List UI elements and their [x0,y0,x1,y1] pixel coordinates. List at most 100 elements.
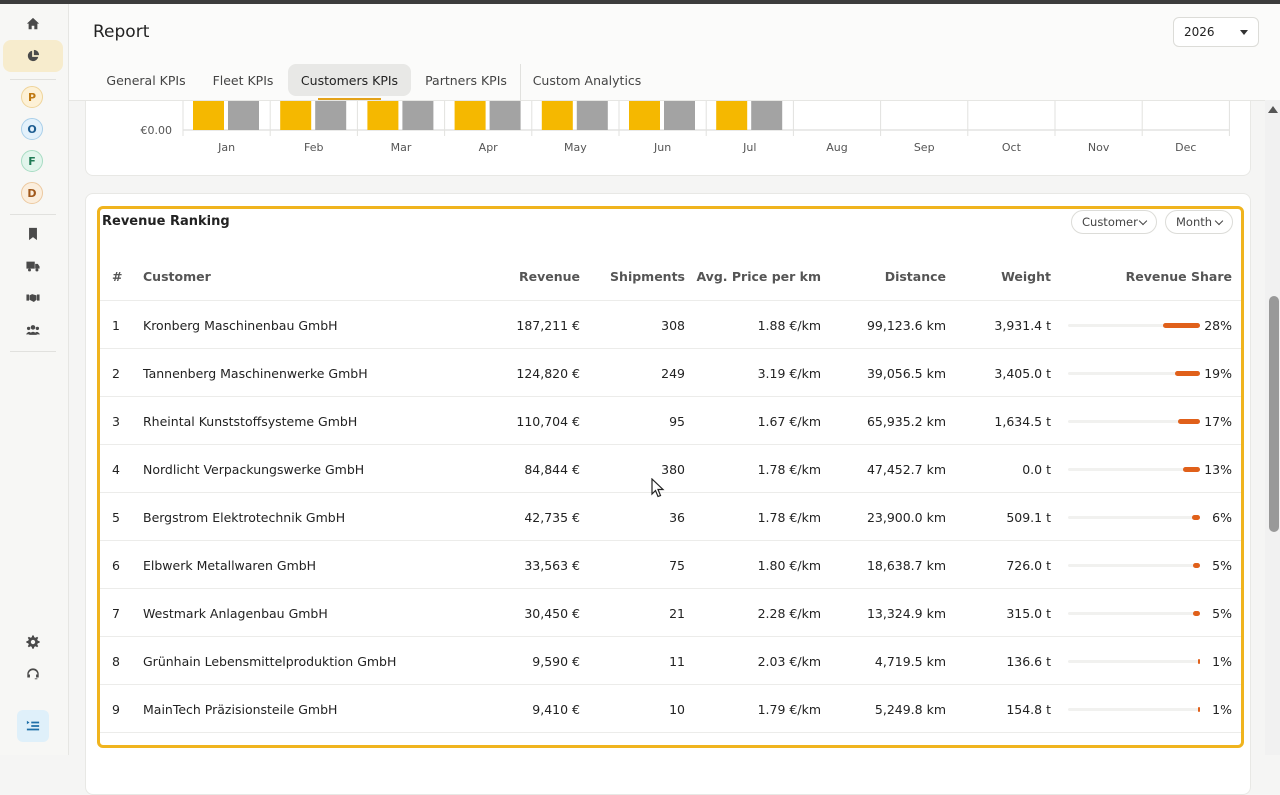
pie-chart-icon[interactable] [17,44,49,68]
chart-bar[interactable] [629,101,660,130]
chevron-down-icon [1138,216,1148,226]
bookmark-icon[interactable] [17,222,49,246]
handshake-icon[interactable] [17,286,49,310]
col-weight-header[interactable]: Weight [1001,268,1051,284]
chart-bar[interactable] [280,101,312,130]
revenue-share-bar [1068,515,1200,520]
table-header-row: # Customer Revenue Shipments Avg. Price … [100,252,1241,300]
table-row[interactable]: 6 Elbwerk Metallwaren GmbH 33,563 € 75 1.80 … [100,540,1241,589]
chart-bar[interactable] [489,101,521,130]
cell-revenue-share: 5% [1212,605,1232,621]
table-row[interactable]: 10 HanseForm Kunststofftechnik GmbH 7,275 … [100,732,1241,745]
sidebar-avatar-o[interactable]: O [21,118,43,140]
col-revenue-share-header[interactable]: Revenue Share [1125,268,1232,284]
cell-rank: 10 [112,733,128,745]
table-row[interactable]: 3 Rheintal Kunststoffsysteme GmbH 110,704 … [100,396,1241,445]
tab-partners-kpis[interactable]: Partners KPIs [425,72,507,88]
revenue-share-fill [1175,371,1200,376]
list-indent-icon[interactable] [17,710,49,742]
chart-bar[interactable] [716,101,748,130]
scrollbar-thumb[interactable] [1269,296,1279,532]
tab-customers-kpis[interactable]: Customers KPIs [288,64,411,96]
users-icon[interactable] [17,318,49,342]
cell-avg-price: 2.28 €/km [757,605,821,621]
cell-revenue: 187,211 € [516,317,580,333]
year-select[interactable]: 2026 [1173,17,1259,47]
cell-weight: 154.8 t [1006,701,1051,717]
mouse-cursor-icon [651,478,665,498]
cell-customer: Grünhain Lebensmittelproduktion GmbH [143,653,397,669]
ranking-table: # Customer Revenue Shipments Avg. Price … [100,252,1241,745]
chart-bar[interactable] [193,101,224,130]
cell-avg-price: 1.79 €/km [757,701,821,717]
revenue-share-fill [1192,515,1200,520]
cell-rank: 1 [112,317,120,333]
chart-bar[interactable] [664,101,695,130]
table-row[interactable]: 7 Westmark Anlagenbau GmbH 30,450 € 21 2.28 … [100,588,1241,637]
col-customer-header[interactable]: Customer [143,268,211,284]
chevron-down-icon [1214,216,1224,226]
cell-shipments: 249 [661,365,685,381]
chart-bar[interactable] [367,101,399,130]
chart-bar[interactable] [402,101,434,130]
col-distance-header[interactable]: Distance [884,268,946,284]
table-row[interactable]: 5 Bergstrom Elektrotechnik GmbH 42,735 € 36… [100,492,1241,541]
active-tab-indicator [318,98,381,100]
truck-icon[interactable] [17,254,49,278]
cell-revenue-share: 1% [1212,653,1232,669]
chart-bar[interactable] [454,101,486,130]
tab-general-kpis[interactable]: General KPIs [106,72,186,88]
cell-avg-price: 1.67 €/km [757,413,821,429]
gear-icon[interactable] [17,630,49,654]
col-shipments-header[interactable]: Shipments [610,268,685,284]
table-row[interactable]: 9 MainTech Präzisionsteile GmbH 9,410 € 10 1… [100,684,1241,733]
cell-weight: 315.0 t [1006,605,1051,621]
cell-customer: HanseForm Kunststofftechnik GmbH [143,733,369,745]
home-icon[interactable] [17,12,49,36]
group-by-select[interactable]: Customer [1071,210,1157,234]
table-row[interactable]: 8 Grünhain Lebensmittelproduktion GmbH 9,5… [100,636,1241,685]
cell-revenue-share: 1% [1212,701,1232,717]
tab-fleet-kpis[interactable]: Fleet KPIs [212,72,274,88]
cell-revenue: 42,735 € [524,509,580,525]
sidebar-avatar-f[interactable]: F [21,150,43,172]
x-tick-label: Mar [391,141,412,154]
x-tick-label: Jan [217,141,235,154]
chart-bar[interactable] [751,101,783,130]
cell-distance: 47,452.7 km [866,461,946,477]
sidebar-avatar-d[interactable]: D [21,182,43,204]
col-rank-header[interactable]: # [112,268,123,284]
cell-revenue: 7,275 € [480,733,580,745]
cell-revenue-share: 28% [1204,317,1232,333]
chart-bar[interactable] [315,101,347,130]
table-row[interactable]: 4 Nordlicht Verpackungswerke GmbH 84,844 €… [100,444,1241,493]
cell-revenue: 30,450 € [524,605,580,621]
headset-icon[interactable] [17,662,49,686]
chart-bar[interactable] [228,101,259,130]
revenue-share-fill [1193,563,1200,568]
scroll-up-arrow-icon[interactable] [1268,106,1278,113]
period-select[interactable]: Month [1165,210,1233,234]
cell-customer: Nordlicht Verpackungswerke GmbH [143,461,365,477]
cell-customer: Westmark Anlagenbau GmbH [143,605,328,621]
cell-shipments: 7 [585,733,685,745]
table-row[interactable]: 1 Kronberg Maschinenbau GmbH 187,211 € 308 1… [100,300,1241,349]
chart-bar[interactable] [576,101,608,130]
x-tick-label: Aug [826,141,847,154]
cell-distance: 4,719.5 km [874,653,946,669]
cell-avg-price: 1.73 €/km [691,733,821,745]
cell-customer: Rheintal Kunststoffsysteme GmbH [143,413,358,429]
page-header: Report 2026 General KPIs Fleet KPIs Cust… [69,4,1280,104]
cell-rank: 4 [112,461,120,477]
table-row[interactable]: 2 Tannenberg Maschinenwerke GmbH 124,820 €… [100,348,1241,397]
sidebar-avatar-p[interactable]: P [21,86,43,108]
caret-down-icon [1240,30,1248,35]
col-revenue-header[interactable]: Revenue [518,268,580,284]
group-by-value: Customer [1082,215,1138,229]
cell-avg-price: 3.19 €/km [757,365,821,381]
chart-bar[interactable] [541,101,573,130]
cell-avg-price: 2.03 €/km [757,653,821,669]
tab-custom-analytics[interactable]: Custom Analytics [532,72,642,88]
cell-avg-price: 1.88 €/km [757,317,821,333]
col-avg-price-header[interactable]: Avg. Price per km [696,268,821,284]
